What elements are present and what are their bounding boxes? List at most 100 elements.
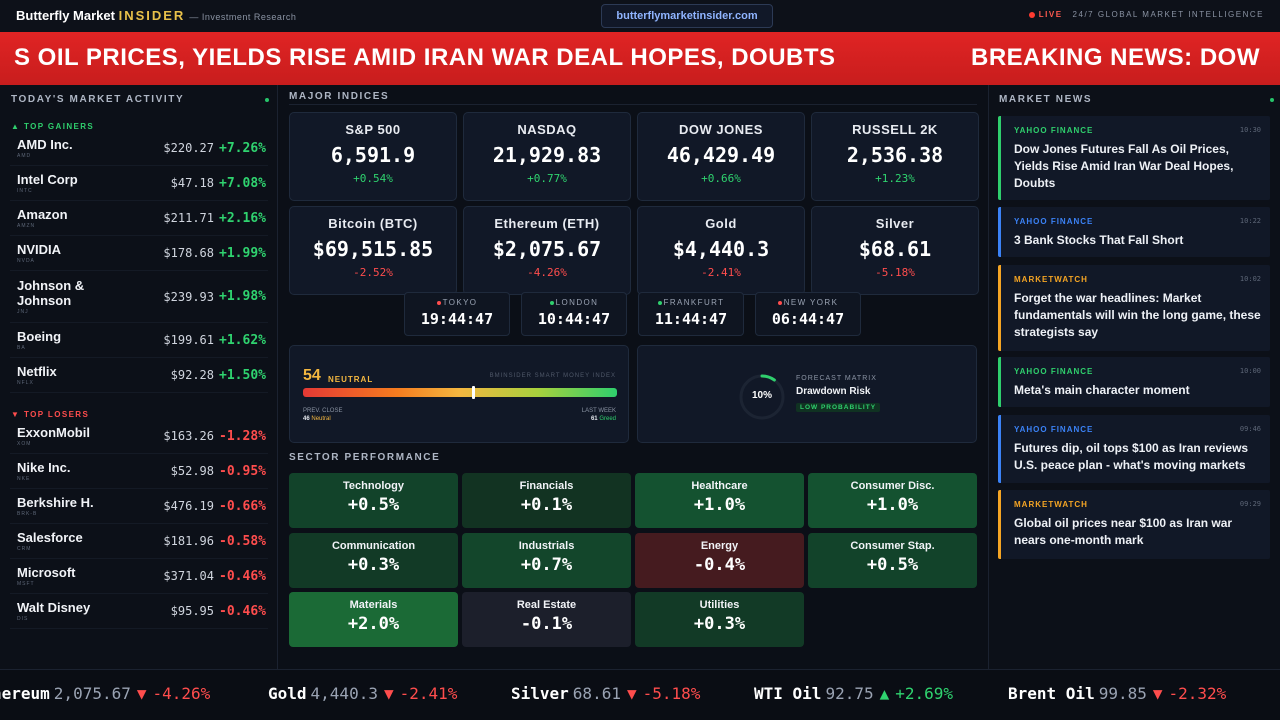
- banner-text-left: S OIL PRICES, YIELDS RISE AMID IRAN WAR …: [14, 44, 836, 71]
- index-name: Silver: [875, 216, 915, 231]
- top-gainers-label: ▲ TOP GAINERS: [11, 122, 95, 131]
- sector-tile[interactable]: Consumer Stap. +0.5%: [808, 532, 977, 588]
- smart-money-index-panel[interactable]: 54 NEUTRAL BMINSIDER SMART MONEY INDEX P…: [289, 345, 629, 443]
- sector-tile[interactable]: Utilities +0.3%: [635, 592, 804, 647]
- stock-row[interactable]: Boeing BA $199.61 +1.62%: [10, 323, 268, 358]
- news-item[interactable]: YAHOO FINANCE 10:22 3 Bank Stocks That Fal…: [998, 207, 1270, 257]
- ticker-name: hereum: [0, 684, 50, 703]
- news-headline: Forget the war headlines: Market fundame…: [1014, 291, 1261, 339]
- sector-name: Real Estate: [516, 599, 577, 611]
- index-change: +0.77%: [527, 172, 567, 185]
- site-url-link[interactable]: butterflymarketinsider.com: [601, 4, 773, 28]
- sector-tile[interactable]: Industrials +0.7%: [462, 532, 631, 588]
- clock-city: LONDON: [555, 298, 599, 307]
- clock-city-row: LONDON: [522, 298, 626, 307]
- sector-name: Utilities: [699, 599, 740, 611]
- index-value: $69,515.85: [312, 237, 434, 261]
- sector-tile[interactable]: Financials +0.1%: [462, 473, 631, 528]
- sector-tile[interactable]: Communication +0.3%: [289, 532, 458, 588]
- arrow-down-icon: ▼: [136, 684, 147, 703]
- stock-name: NVIDIA: [17, 242, 62, 257]
- market-activity-panel: TODAY'S MARKET ACTIVITY ▲ TOP GAINERS AM…: [0, 85, 278, 669]
- major-indices-title: MAJOR INDICES: [289, 91, 390, 102]
- index-card[interactable]: S&P 500 6,591.9 +0.54%: [289, 112, 457, 201]
- stock-row[interactable]: Amazon AMZN $211.71 +2.16%: [10, 201, 268, 236]
- stock-row[interactable]: AMD Inc. AMD $220.27 +7.26%: [10, 131, 268, 166]
- stock-name-block: Netflix NFLX: [10, 364, 120, 386]
- stock-name: Berkshire H.: [17, 495, 94, 510]
- ticker-item[interactable]: WTI Oil 92.75 ▲ +2.69%: [754, 684, 953, 703]
- stock-ticker: CRM: [17, 546, 32, 552]
- news-item[interactable]: YAHOO FINANCE 09:46 Futures dip, oil tops …: [998, 415, 1270, 483]
- stock-name-block: Boeing BA: [10, 329, 120, 351]
- breaking-news-banner[interactable]: S OIL PRICES, YIELDS RISE AMID IRAN WAR …: [0, 32, 1280, 85]
- arrow-up-icon: ▲: [879, 684, 890, 703]
- index-card[interactable]: NASDAQ 21,929.83 +0.77%: [463, 112, 631, 201]
- clock-time: 06:44:47: [771, 310, 845, 328]
- brand-logo[interactable]: Butterfly Market INSIDER — Investment Res…: [16, 8, 296, 23]
- banner-text-right: BREAKING NEWS: DOW: [971, 44, 1260, 71]
- news-item[interactable]: YAHOO FINANCE 10:00 Meta's main character …: [998, 357, 1270, 407]
- sentiment-label: NEUTRAL: [328, 375, 374, 384]
- index-card[interactable]: DOW JONES 46,429.49 +0.66%: [637, 112, 805, 201]
- stock-ticker: AMD: [17, 153, 32, 159]
- stock-row[interactable]: Berkshire H. BRK-B $476.19 -0.66%: [10, 489, 268, 524]
- stock-change: +1.62%: [219, 332, 266, 348]
- news-item[interactable]: MARKETWATCH 09:29 Global oil prices near $…: [998, 490, 1270, 559]
- news-time: 10:30: [1239, 126, 1261, 134]
- stock-name: Netflix: [17, 364, 57, 379]
- sector-name: Communication: [331, 539, 416, 552]
- stock-price: $220.27: [163, 141, 214, 155]
- stock-name: Walt Disney: [17, 600, 91, 615]
- stock-change: +1.99%: [219, 245, 266, 261]
- sector-name: Consumer Disc.: [850, 480, 935, 492]
- stock-row[interactable]: Netflix NFLX $92.28 +1.50%: [10, 358, 268, 393]
- index-card[interactable]: Silver $68.61 -5.18%: [811, 206, 979, 295]
- index-name: Gold: [705, 216, 737, 231]
- stock-row[interactable]: ExxonMobil XOM $163.26 -1.28%: [10, 419, 268, 454]
- news-headline: Global oil prices near $100 as Iran war …: [1014, 516, 1233, 547]
- news-source: YAHOO FINANCE: [1014, 367, 1094, 376]
- stock-name-block: Nike Inc. NKE: [10, 460, 120, 482]
- stock-name-block: ExxonMobil XOM: [10, 425, 120, 447]
- ticker-item[interactable]: Gold 4,440.3 ▼ -2.41%: [268, 684, 457, 703]
- sector-tile[interactable]: Real Estate -0.1%: [462, 592, 631, 647]
- stock-row[interactable]: Nike Inc. NKE $52.98 -0.95%: [10, 454, 268, 489]
- sector-tile[interactable]: Healthcare +1.0%: [635, 473, 804, 528]
- stock-price: $211.71: [163, 211, 214, 225]
- news-item[interactable]: MARKETWATCH 10:02 Forget the war headlines…: [998, 265, 1270, 351]
- index-card[interactable]: RUSSELL 2K 2,536.38 +1.23%: [811, 112, 979, 201]
- stock-ticker: BA: [17, 345, 26, 351]
- stock-row[interactable]: Microsoft MSFT $371.04 -0.46%: [10, 559, 268, 594]
- stock-row[interactable]: Intel Corp INTC $47.18 +7.08%: [10, 166, 268, 201]
- news-time: 09:46: [1239, 425, 1261, 433]
- stock-row[interactable]: NVIDIA NVDA $178.68 +1.99%: [10, 236, 268, 271]
- stock-name: AMD Inc.: [17, 137, 73, 152]
- sector-tile[interactable]: Consumer Disc. +1.0%: [808, 473, 977, 528]
- index-card[interactable]: Bitcoin (BTC) $69,515.85 -2.52%: [289, 206, 457, 295]
- sector-tile[interactable]: Energy -0.4%: [635, 532, 804, 588]
- stock-price: $52.98: [170, 464, 214, 478]
- news-item[interactable]: YAHOO FINANCE 10:30 Dow Jones Futures Fall…: [998, 116, 1270, 200]
- forecast-matrix-panel[interactable]: 10% FORECAST MATRIX Drawdown Risk LOW PR…: [637, 345, 977, 443]
- index-card[interactable]: Gold $4,440.3 -2.41%: [637, 206, 805, 295]
- sector-tile[interactable]: Materials +2.0%: [289, 592, 458, 647]
- stock-ticker: JNJ: [17, 309, 29, 315]
- stock-ticker: NVDA: [17, 258, 35, 264]
- ticker-value: 68.61: [572, 684, 621, 703]
- index-card[interactable]: Ethereum (ETH) $2,075.67 -4.26%: [463, 206, 631, 295]
- market-status-dot-icon: [436, 300, 441, 305]
- sector-tile[interactable]: Technology +0.5%: [289, 473, 458, 528]
- stock-row[interactable]: Johnson & Johnson JNJ $239.93 +1.98%: [10, 271, 268, 323]
- stock-row[interactable]: Salesforce CRM $181.96 -0.58%: [10, 524, 268, 559]
- risk-percent: 10%: [751, 390, 772, 401]
- stock-ticker: BRK-B: [17, 511, 38, 517]
- stock-row[interactable]: Walt Disney DIS $95.95 -0.46%: [10, 594, 268, 629]
- brand-accent: INSIDER: [118, 8, 186, 23]
- clock-time: 11:44:47: [654, 310, 728, 328]
- ticker-item[interactable]: Silver 68.61 ▼ -5.18%: [511, 684, 700, 703]
- ticker-item[interactable]: Brent Oil 99.85 ▼ -2.32%: [1008, 684, 1226, 703]
- ticker-item[interactable]: hereum2,075.67 ▼ -4.26%: [0, 684, 210, 703]
- brand-name: Butterfly Market: [16, 8, 119, 23]
